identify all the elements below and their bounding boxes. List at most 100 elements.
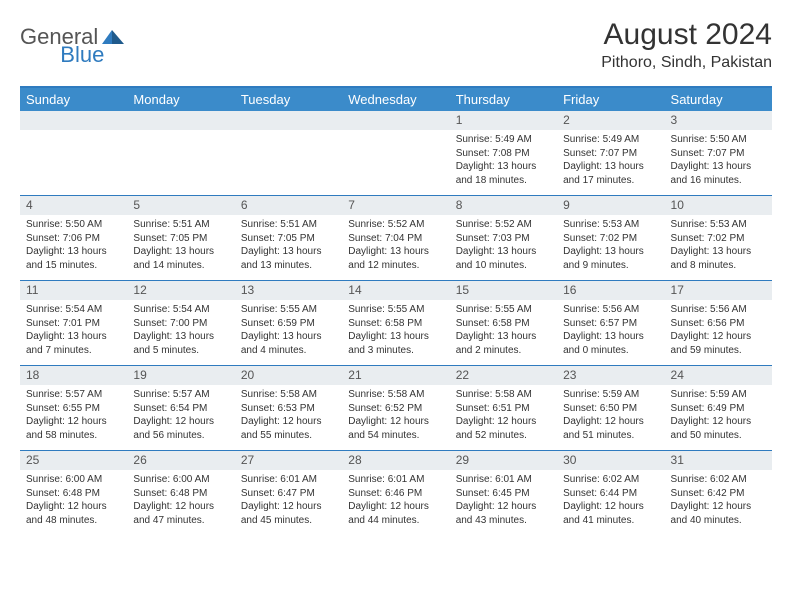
daylight-text-2: and 3 minutes. [348,344,443,358]
day-cell: Sunrise: 5:58 AMSunset: 6:53 PMDaylight:… [235,385,342,450]
date-number: 11 [20,281,127,300]
daylight-text-2: and 5 minutes. [133,344,228,358]
date-number: 5 [127,196,234,215]
daylight-text-1: Daylight: 12 hours [671,415,766,429]
logo-mark-icon [102,26,126,49]
daylight-text-1: Daylight: 13 hours [671,160,766,174]
daylight-text-1: Daylight: 13 hours [348,245,443,259]
sunset-text: Sunset: 6:46 PM [348,487,443,501]
sunrise-text: Sunrise: 5:57 AM [133,388,228,402]
daylight-text-1: Daylight: 13 hours [133,330,228,344]
daylight-text-1: Daylight: 12 hours [26,500,121,514]
daylight-text-1: Daylight: 13 hours [133,245,228,259]
day-cell: Sunrise: 5:52 AMSunset: 7:04 PMDaylight:… [342,215,449,280]
date-number: 3 [665,111,772,130]
data-row: Sunrise: 6:00 AMSunset: 6:48 PMDaylight:… [20,470,772,535]
daylight-text-1: Daylight: 12 hours [671,330,766,344]
date-number [20,111,127,130]
date-number: 22 [450,366,557,385]
location: Pithoro, Sindh, Pakistan [601,54,772,72]
daylight-text-2: and 55 minutes. [241,429,336,443]
day-cell: Sunrise: 5:55 AMSunset: 6:59 PMDaylight:… [235,300,342,365]
day-cell: Sunrise: 5:53 AMSunset: 7:02 PMDaylight:… [557,215,664,280]
day-cell: Sunrise: 5:56 AMSunset: 6:57 PMDaylight:… [557,300,664,365]
date-number: 17 [665,281,772,300]
day-cell: Sunrise: 5:54 AMSunset: 7:00 PMDaylight:… [127,300,234,365]
daylight-text-1: Daylight: 12 hours [26,415,121,429]
sunset-text: Sunset: 6:45 PM [456,487,551,501]
sunrise-text: Sunrise: 6:01 AM [348,473,443,487]
sunrise-text: Sunrise: 5:49 AM [563,133,658,147]
day-cell: Sunrise: 5:54 AMSunset: 7:01 PMDaylight:… [20,300,127,365]
header: General Blue August 2024 Pithoro, Sindh,… [20,18,772,72]
sunrise-text: Sunrise: 6:02 AM [671,473,766,487]
month-title: August 2024 [601,18,772,52]
daylight-text-2: and 56 minutes. [133,429,228,443]
daylight-text-1: Daylight: 13 hours [456,245,551,259]
daylight-text-1: Daylight: 12 hours [456,415,551,429]
daylight-text-2: and 51 minutes. [563,429,658,443]
daylight-text-2: and 8 minutes. [671,259,766,273]
date-number-row: 11121314151617 [20,280,772,300]
daylight-text-2: and 2 minutes. [456,344,551,358]
date-number: 28 [342,451,449,470]
sunset-text: Sunset: 7:03 PM [456,232,551,246]
daylight-text-2: and 50 minutes. [671,429,766,443]
daylight-text-1: Daylight: 13 hours [456,330,551,344]
data-row: Sunrise: 5:50 AMSunset: 7:06 PMDaylight:… [20,215,772,280]
dow-saturday: Saturday [665,88,772,111]
day-cell: Sunrise: 6:02 AMSunset: 6:42 PMDaylight:… [665,470,772,535]
day-cell: Sunrise: 6:01 AMSunset: 6:46 PMDaylight:… [342,470,449,535]
sunrise-text: Sunrise: 5:51 AM [241,218,336,232]
date-number [127,111,234,130]
day-cell: Sunrise: 5:59 AMSunset: 6:50 PMDaylight:… [557,385,664,450]
daylight-text-1: Daylight: 13 hours [671,245,766,259]
sunset-text: Sunset: 7:07 PM [671,147,766,161]
sunrise-text: Sunrise: 6:01 AM [456,473,551,487]
calendar: Sunday Monday Tuesday Wednesday Thursday… [20,86,772,535]
dow-monday: Monday [127,88,234,111]
sunrise-text: Sunrise: 5:55 AM [456,303,551,317]
date-number: 24 [665,366,772,385]
date-number: 21 [342,366,449,385]
date-number: 7 [342,196,449,215]
sunset-text: Sunset: 7:00 PM [133,317,228,331]
daylight-text-2: and 16 minutes. [671,174,766,188]
daylight-text-1: Daylight: 12 hours [133,415,228,429]
daylight-text-2: and 47 minutes. [133,514,228,528]
daylight-text-2: and 43 minutes. [456,514,551,528]
daylight-text-2: and 52 minutes. [456,429,551,443]
daylight-text-1: Daylight: 12 hours [563,415,658,429]
sunset-text: Sunset: 7:02 PM [671,232,766,246]
daylight-text-2: and 41 minutes. [563,514,658,528]
daylight-text-2: and 9 minutes. [563,259,658,273]
daylight-text-1: Daylight: 12 hours [241,415,336,429]
daylight-text-2: and 45 minutes. [241,514,336,528]
sunset-text: Sunset: 6:58 PM [456,317,551,331]
sunset-text: Sunset: 6:57 PM [563,317,658,331]
sunrise-text: Sunrise: 5:59 AM [563,388,658,402]
sunrise-text: Sunrise: 5:53 AM [563,218,658,232]
date-number: 14 [342,281,449,300]
date-number: 4 [20,196,127,215]
sunrise-text: Sunrise: 5:55 AM [348,303,443,317]
daylight-text-1: Daylight: 12 hours [671,500,766,514]
daylight-text-2: and 14 minutes. [133,259,228,273]
day-cell: Sunrise: 5:50 AMSunset: 7:06 PMDaylight:… [20,215,127,280]
date-number: 19 [127,366,234,385]
sunrise-text: Sunrise: 6:01 AM [241,473,336,487]
date-number: 23 [557,366,664,385]
title-block: August 2024 Pithoro, Sindh, Pakistan [601,18,772,72]
date-number: 10 [665,196,772,215]
daylight-text-1: Daylight: 12 hours [456,500,551,514]
dow-friday: Friday [557,88,664,111]
daylight-text-1: Daylight: 13 hours [563,245,658,259]
dow-sunday: Sunday [20,88,127,111]
daylight-text-2: and 48 minutes. [26,514,121,528]
day-cell: Sunrise: 5:49 AMSunset: 7:07 PMDaylight:… [557,130,664,195]
sunrise-text: Sunrise: 5:56 AM [671,303,766,317]
day-cell: Sunrise: 6:01 AMSunset: 6:45 PMDaylight:… [450,470,557,535]
daylight-text-2: and 44 minutes. [348,514,443,528]
date-number [342,111,449,130]
sunrise-text: Sunrise: 5:55 AM [241,303,336,317]
